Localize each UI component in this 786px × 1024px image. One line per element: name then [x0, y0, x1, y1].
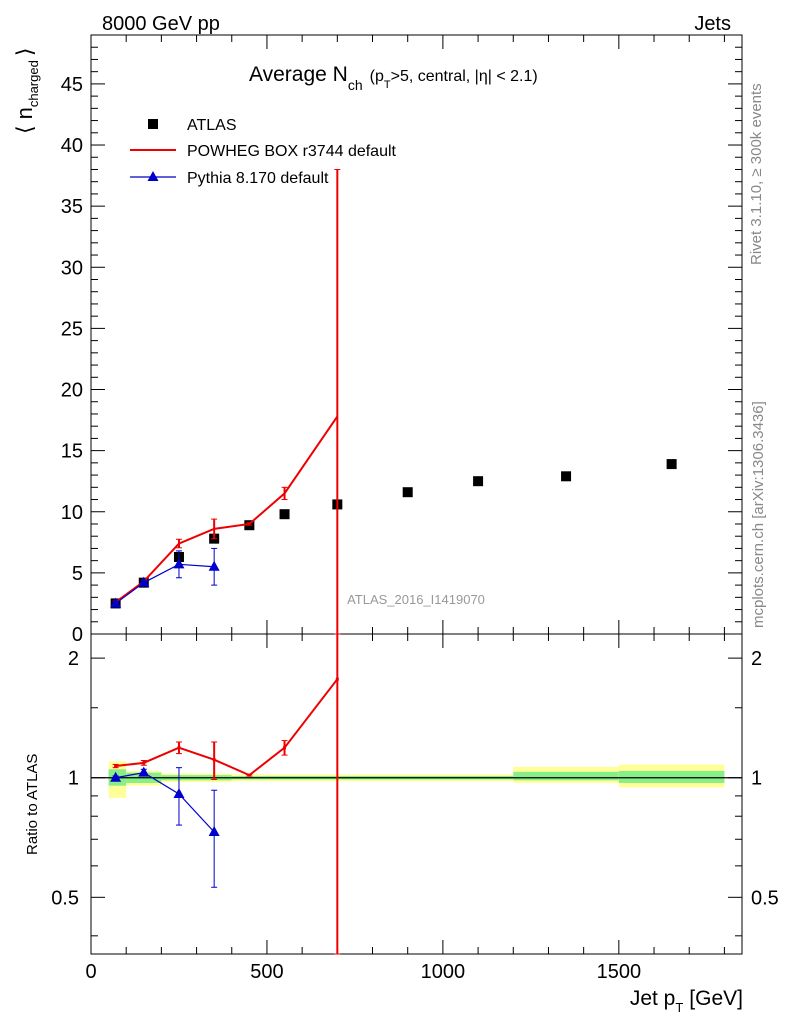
- powheg-ratio-point: [247, 773, 251, 777]
- main-y-tick-label: 30: [61, 257, 83, 279]
- x-tick-label: 0: [85, 961, 96, 983]
- y-axis-label-main: ⟨ncharged⟩: [12, 48, 41, 134]
- powheg-line: [115, 415, 339, 604]
- powheg-ratio-point: [212, 758, 216, 762]
- ratio-y-tick-label: 2: [68, 648, 79, 670]
- plot-title: Average Nch (pT>5, central, |η| < 2.1): [249, 63, 538, 93]
- main-y-tick-label: 40: [61, 135, 83, 157]
- atlas-data-point: [561, 471, 572, 482]
- pythia-data-point: [110, 597, 122, 608]
- main-y-tick-label: 35: [61, 196, 83, 218]
- mcplots-label: mcplots.cern.ch [arXiv:1306.3436]: [750, 401, 767, 628]
- pythia-ratio-point: [138, 766, 150, 777]
- pythia-line: [115, 563, 215, 604]
- pythia-data-point: [208, 560, 220, 571]
- main-y-tick-label: 10: [61, 502, 83, 524]
- rivet-label: Rivet 3.1.10, ≥ 300k events: [748, 83, 765, 265]
- main-y-tick-label: 25: [61, 318, 83, 340]
- x-tick-label: 1500: [597, 961, 642, 983]
- x-tick-label: 1000: [421, 961, 466, 983]
- powheg-ratio-point: [335, 677, 339, 681]
- legend-label-powheg: POWHEG BOX r3744 default: [187, 143, 397, 160]
- legend: ATLAS POWHEG BOX r3744 default Pythia 8.…: [130, 117, 397, 187]
- main-y-tick-label: 15: [61, 441, 83, 463]
- legend-label-pythia: Pythia 8.170 default: [187, 170, 329, 187]
- band-inner-4: [513, 771, 619, 781]
- ratio-uncertainty-bands: [108, 761, 725, 798]
- main-y-tick-label: 45: [61, 74, 83, 96]
- main-y-tick-label: 20: [61, 380, 83, 402]
- axes: [90, 34, 743, 955]
- header-left: 8000 GeV pp: [102, 13, 220, 35]
- pythia-data-point: [138, 576, 150, 587]
- main-y-tick-label: 5: [72, 563, 83, 585]
- atlas-data-point: [402, 487, 413, 498]
- pythia-ratio-point: [110, 771, 122, 782]
- ratio-y-tick-label: 0.5: [51, 887, 79, 909]
- powheg-ratio-point: [114, 764, 118, 768]
- legend-marker-atlas: [148, 119, 158, 129]
- atlas-data-point: [473, 476, 484, 487]
- svg-text:⟨ncharged⟩: ⟨ncharged⟩: [12, 48, 41, 134]
- analysis-watermark: ATLAS_2016_I1419070: [347, 592, 485, 607]
- legend-marker-pythia: [147, 171, 159, 181]
- ratio-panel-frame: [90, 633, 743, 955]
- band-inner-5: [618, 770, 725, 783]
- powheg-ratio-line: [115, 678, 339, 777]
- ratio-y-tick-label-right: 2: [751, 648, 762, 670]
- header-right: Jets: [694, 13, 731, 35]
- legend-label-atlas: ATLAS: [187, 117, 237, 134]
- ticks: 0 5 10 15 20 25 30 35 40 45 0 500 1000 1500 0.5 0.5 1 1 2 2: [51, 35, 779, 983]
- atlas-data-point: [279, 509, 290, 520]
- powheg-ratio-point: [283, 746, 287, 750]
- x-axis-label: Jet pT [GeV]: [630, 987, 743, 1015]
- ratio-y-tick-label-right: 0.5: [751, 887, 779, 909]
- x-tick-label: 500: [250, 961, 283, 983]
- y-axis-label-ratio: Ratio to ATLAS: [24, 754, 41, 855]
- pythia-ratio-line: [115, 771, 215, 833]
- data-series: [91, 168, 742, 955]
- ratio-y-tick-label: 1: [68, 768, 79, 790]
- pythia-ratio-point: [173, 787, 185, 798]
- pythia-ratio-point: [208, 826, 220, 837]
- powheg-ratio-point: [177, 746, 181, 750]
- pythia-data-point: [173, 558, 185, 569]
- main-y-tick-label: 0: [72, 624, 83, 646]
- atlas-data-point: [666, 459, 677, 470]
- powheg-ratio-point: [142, 761, 146, 765]
- ratio-y-tick-label-right: 1: [751, 768, 762, 790]
